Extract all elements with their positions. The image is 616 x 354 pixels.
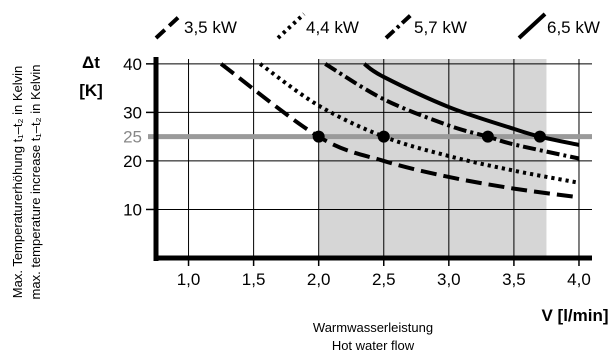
- legend-label-2: 4,4 kW: [306, 18, 359, 37]
- data-marker-1: [312, 130, 325, 143]
- legend-swatch-2: [276, 12, 306, 40]
- x-tick-label-2: 2,0: [307, 270, 331, 289]
- legend-swatch-3: [384, 12, 414, 40]
- x-tick-label-6: 4,0: [567, 270, 591, 289]
- y-tick-label-1: 20: [123, 152, 142, 171]
- x-axis-label-en: Hot water flow: [332, 338, 415, 353]
- x-axis-label-de: Warmwasserleistung: [313, 320, 433, 335]
- shaded-region: [318, 59, 547, 258]
- x-tick-label-3: 2,5: [372, 270, 396, 289]
- x-tick-label-1: 1,5: [242, 270, 266, 289]
- legend-swatch-4: [517, 12, 547, 40]
- y-tick-label-4: 40: [123, 55, 142, 74]
- series-line-2: [258, 62, 580, 185]
- x-tick-label-0: 1,0: [177, 270, 201, 289]
- x-tick-label-4: 3,0: [437, 270, 461, 289]
- y-axis-side-label-en: max. temperature increase t₁–t₂ in Kelvi…: [28, 65, 43, 300]
- legend-label-4: 6,5 kW: [547, 18, 600, 37]
- data-marker-3: [481, 130, 494, 143]
- legend-swatch-1: [154, 12, 184, 40]
- x-tick-label-5: 3,5: [502, 270, 526, 289]
- legend-label-3: 5,7 kW: [414, 18, 467, 37]
- y-tick-label-2: 25: [123, 128, 142, 147]
- legend-label-1: 3,5 kW: [184, 18, 237, 37]
- legend: 3,5 kW 4,4 kW 5,7 kW 6,5 kW: [154, 12, 600, 40]
- y-axis-side-label-de: Max. Temperaturerhöhung t₁–t₂ in Kelvin: [10, 66, 25, 298]
- y-tick-label-3: 30: [123, 103, 142, 122]
- data-marker-4: [533, 130, 546, 143]
- plot-background: [318, 59, 547, 258]
- series-line-1: [219, 62, 580, 200]
- y-tick-label-0: 10: [123, 200, 142, 219]
- grid: [156, 59, 592, 258]
- y-axis-unit: [K]: [79, 81, 103, 100]
- x-axis-unit-label: V [l/min]: [541, 306, 608, 325]
- data-marker-2: [377, 130, 390, 143]
- y-axis-symbol: Δt: [82, 53, 100, 72]
- series-line-3: [324, 62, 580, 161]
- axes: 10 20 25 30 40 1,0 1,5 2,0 2,5 3,0 3,5 4,0: [123, 55, 592, 289]
- data-markers: [312, 130, 546, 143]
